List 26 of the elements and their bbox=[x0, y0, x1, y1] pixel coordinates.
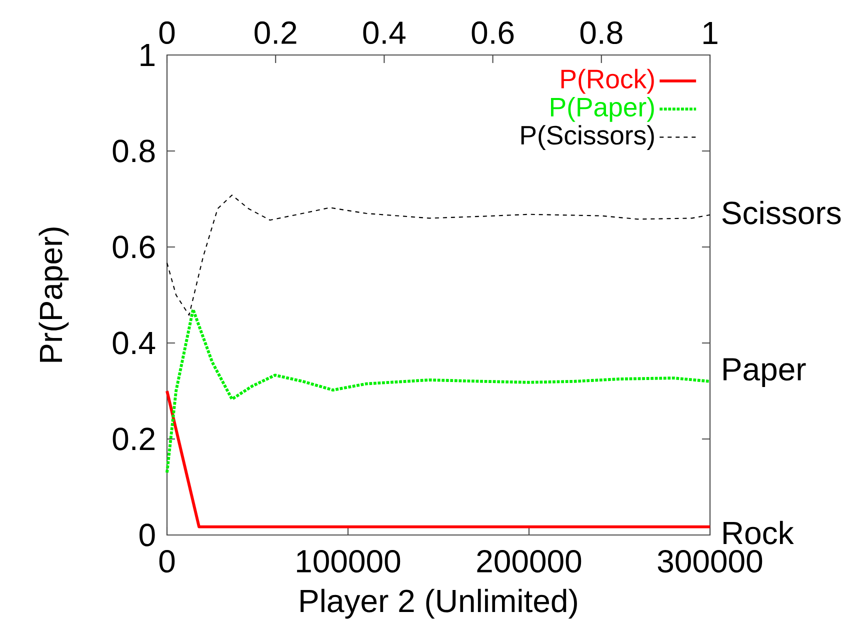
x-tick-label: 300000 bbox=[658, 550, 762, 573]
legend-label: P(Paper) bbox=[551, 96, 654, 122]
x2-tick-label: 0 bbox=[159, 21, 175, 44]
y-tick-label: 0.6 bbox=[112, 236, 155, 258]
x2-tick-label: 1 bbox=[704, 22, 718, 44]
y-tick-label: 0.2 bbox=[112, 428, 154, 450]
x-axis-title: Player 2 (Unlimited) bbox=[300, 588, 577, 619]
y-tick-label: 0.4 bbox=[112, 332, 156, 354]
x2-tick-label: 0.4 bbox=[363, 21, 406, 44]
x-tick-label: 200000 bbox=[477, 550, 582, 573]
y-tick-label: 0.8 bbox=[112, 140, 155, 162]
x2-tick-label: 0.8 bbox=[580, 21, 622, 44]
x-tick-label: 100000 bbox=[297, 550, 400, 573]
text: Rock bbox=[724, 520, 794, 544]
text: Paper bbox=[724, 358, 806, 387]
legend-label: P(Scissors) bbox=[521, 125, 654, 150]
x-tick-label: 0 bbox=[159, 550, 175, 573]
x2-tick-label: 0.2 bbox=[254, 21, 296, 44]
x2-tick-label: 0.6 bbox=[472, 21, 514, 44]
text: Scissors bbox=[722, 200, 841, 224]
y-tick-label: 1 bbox=[140, 44, 154, 66]
line-series bbox=[166, 308, 712, 474]
y-axis-title: Pr(Paper) bbox=[38, 228, 69, 362]
y-tick-label: 0 bbox=[140, 524, 155, 546]
legend-label: P(Rock) bbox=[561, 68, 654, 94]
line-series bbox=[166, 194, 711, 316]
